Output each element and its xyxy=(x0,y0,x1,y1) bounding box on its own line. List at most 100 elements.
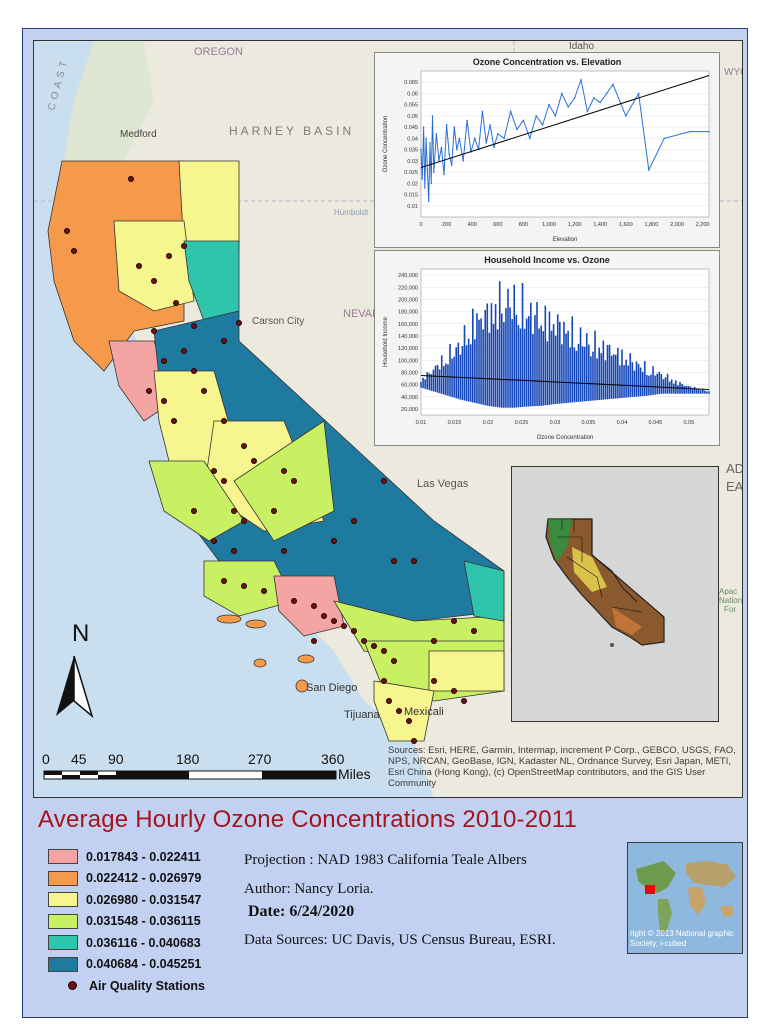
x-tick-label: 600 xyxy=(493,222,502,228)
station-marker xyxy=(190,322,197,329)
data-point xyxy=(599,101,601,104)
north-arrow-label: N xyxy=(72,620,89,647)
station-marker xyxy=(405,718,412,725)
data-point xyxy=(489,124,491,126)
ozone-vs-elevation-plot: Ozone Concentration vs. Elevation 0.01 0.0… xyxy=(383,57,710,243)
data-point xyxy=(427,200,430,203)
x-tick-label: 1,200 xyxy=(568,222,582,228)
legend-label: 0.040684 - 0.045251 xyxy=(86,957,202,972)
y-tick-label: 100,000 xyxy=(398,358,418,364)
station-marker xyxy=(380,477,387,484)
county-north-yellow[interactable] xyxy=(178,160,240,252)
county-central-yellow[interactable] xyxy=(113,220,195,312)
data-point xyxy=(593,97,595,99)
county-kern-green[interactable] xyxy=(233,420,335,542)
station-marker xyxy=(240,442,247,449)
data-sources-text: Data Sources: UC Davis, US Census Bureau… xyxy=(244,932,556,948)
data-point xyxy=(448,153,450,155)
x-tick-label: 0.04 xyxy=(617,420,628,426)
county-sd-yellow[interactable] xyxy=(373,680,435,742)
x-tick-label: 2,000 xyxy=(670,222,684,228)
station-marker xyxy=(330,537,337,544)
station-marker xyxy=(161,397,168,404)
data-point xyxy=(429,142,431,144)
station-marker xyxy=(136,262,143,269)
data-point xyxy=(648,169,650,171)
data-point xyxy=(473,137,476,140)
data-point xyxy=(421,178,424,180)
air-quality-stations[interactable] xyxy=(63,175,477,745)
y-tick-label: 0.06 xyxy=(407,91,418,97)
data-point xyxy=(420,148,422,151)
county-la-pink[interactable] xyxy=(273,575,345,637)
legend-label: 0.022412 - 0.026979 xyxy=(86,871,202,886)
income-vs-ozone-chart[interactable]: Household Income vs. Ozone 20,000 40,000 60… xyxy=(374,250,720,446)
station-marker xyxy=(410,558,417,565)
label-mexicali: Mexicali xyxy=(404,706,444,718)
legend-label: 0.026980 - 0.031547 xyxy=(86,892,202,907)
scale-tick-270: 270 xyxy=(248,751,272,767)
county-coast-green[interactable] xyxy=(148,460,245,542)
scale-tick-45: 45 xyxy=(71,751,87,767)
label-san-diego: San Diego xyxy=(306,682,357,694)
label-oregon: OREGON xyxy=(194,46,243,58)
legend-swatch xyxy=(48,892,78,908)
station-marker xyxy=(450,618,457,625)
data-point xyxy=(433,171,435,173)
label-humboldt: Humboldt xyxy=(334,208,369,217)
station-marker xyxy=(71,247,78,254)
station-marker xyxy=(470,628,477,635)
label-apac: Apac xyxy=(719,587,737,596)
county-se-teal[interactable] xyxy=(463,560,505,622)
channel-islands xyxy=(216,614,315,693)
legend: 0.017843 - 0.022411 0.022412 - 0.026979 … xyxy=(48,846,205,997)
data-point xyxy=(497,133,499,135)
county-imperial-yellow[interactable] xyxy=(428,650,505,692)
station-marker xyxy=(330,618,337,625)
data-point xyxy=(522,119,525,122)
station-marker xyxy=(220,578,227,585)
county-sb-green[interactable] xyxy=(203,560,295,617)
legend-swatch xyxy=(48,935,78,951)
california-choropleth[interactable] xyxy=(47,160,505,742)
station-marker xyxy=(151,327,158,334)
y-tick-label: 0.035 xyxy=(404,148,418,154)
label-medford: Medford xyxy=(120,129,157,140)
legend-item: 0.036116 - 0.040683 xyxy=(48,932,205,954)
y-tick-label: 0.045 xyxy=(404,125,418,131)
data-point xyxy=(431,115,434,117)
locator-world-map[interactable]: right © 2013 National graphic Society, i… xyxy=(627,842,743,954)
legend-label: 0.017843 - 0.022411 xyxy=(86,849,201,864)
station-marker xyxy=(320,613,327,620)
y-tick-label: 0.02 xyxy=(407,181,418,187)
y-tick-label: 60,000 xyxy=(401,383,418,389)
x-axis-label: Elevation xyxy=(553,237,578,243)
station-marker xyxy=(350,628,357,635)
station-marker xyxy=(280,547,287,554)
x-tick-label: 2,200 xyxy=(696,222,710,228)
station-marker xyxy=(240,583,247,590)
station-marker xyxy=(360,638,367,645)
legend-item: 0.022412 - 0.026979 xyxy=(48,868,205,890)
x-tick-label: 400 xyxy=(468,222,477,228)
data-point xyxy=(443,173,445,176)
ozone-vs-elevation-chart[interactable]: Ozone Concentration vs. Elevation 0.01 0.0… xyxy=(374,52,720,248)
station-marker xyxy=(220,477,227,484)
station-marker xyxy=(460,698,467,705)
data-point xyxy=(440,146,443,149)
y-tick-label: 0.055 xyxy=(404,103,418,109)
inset-map[interactable] xyxy=(511,466,719,722)
world-map-icon xyxy=(628,843,742,953)
data-point xyxy=(481,110,484,113)
x-tick-label: 0.015 xyxy=(448,420,462,426)
station-marker xyxy=(370,643,377,650)
data-point xyxy=(548,103,550,106)
label-harney-basin: HARNEY BASIN xyxy=(229,124,354,138)
y-tick-label: 0.015 xyxy=(404,193,418,199)
station-marker xyxy=(151,277,158,284)
label-ea: EA xyxy=(726,479,743,494)
data-point xyxy=(612,83,614,86)
x-tick-label: 0 xyxy=(419,222,422,228)
station-marker xyxy=(146,387,153,394)
station-marker xyxy=(290,477,297,484)
